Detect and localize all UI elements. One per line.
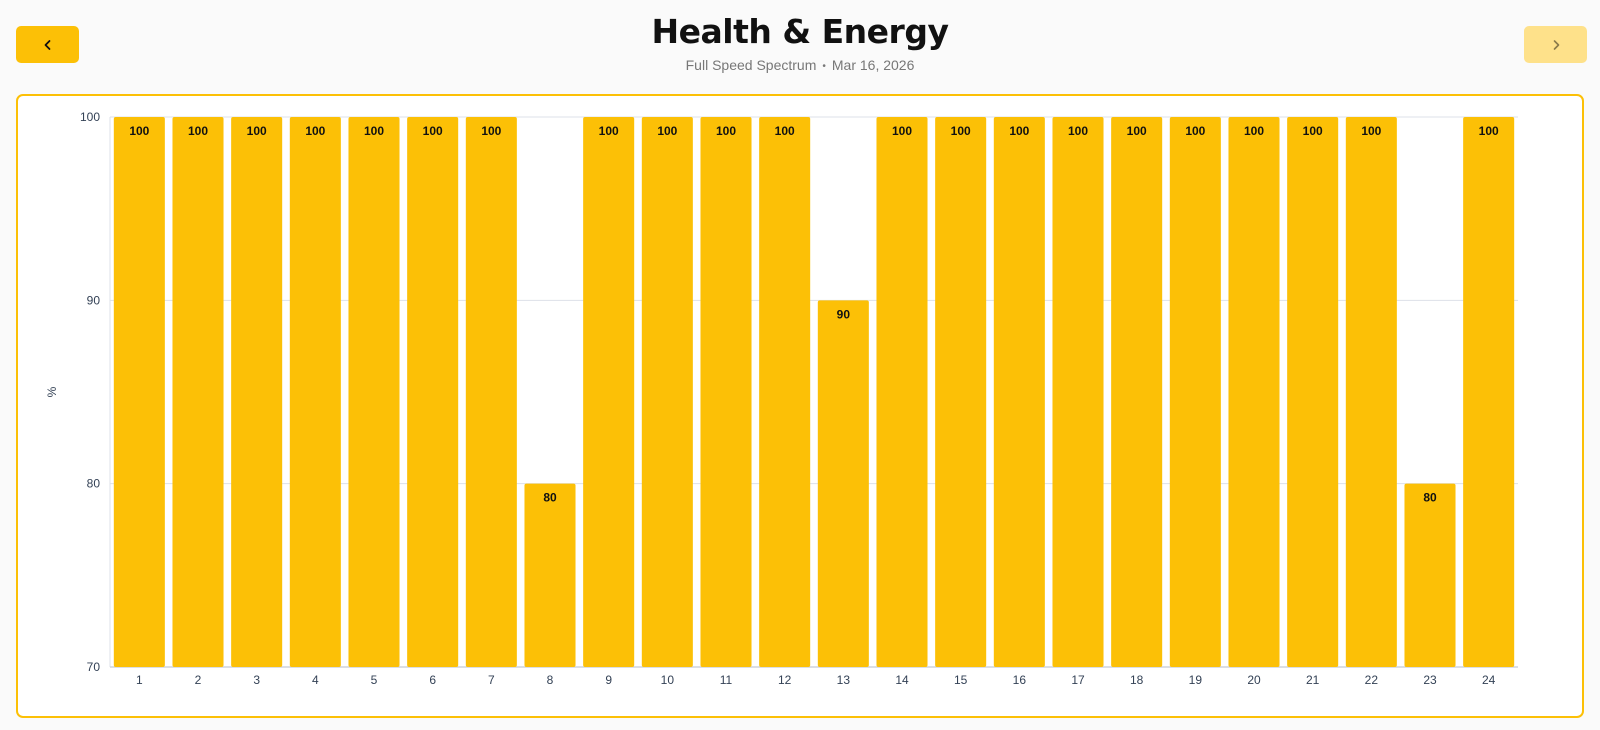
bar-value-label: 100	[951, 124, 971, 138]
x-tick-label: 21	[1306, 673, 1320, 687]
x-tick-label: 22	[1365, 673, 1379, 687]
x-tick-label: 10	[661, 673, 675, 687]
next-button[interactable]	[1524, 26, 1587, 63]
bar-value-label: 100	[892, 124, 912, 138]
bar	[231, 117, 283, 667]
bar-value-label: 80	[1423, 491, 1437, 505]
bar-value-label: 100	[481, 124, 501, 138]
x-tick-label: 1	[136, 673, 143, 687]
bar-value-label: 100	[775, 124, 795, 138]
bar	[113, 117, 165, 667]
x-tick-label: 17	[1071, 673, 1085, 687]
subtitle-spectrum: Full Speed Spectrum	[685, 57, 817, 73]
y-axis-label: %	[45, 386, 59, 397]
bar	[1169, 117, 1221, 667]
bar-value-label: 100	[1068, 124, 1088, 138]
bar-value-label: 100	[188, 124, 208, 138]
bar-value-label: 100	[129, 124, 149, 138]
x-tick-label: 12	[778, 673, 792, 687]
x-tick-label: 20	[1247, 673, 1261, 687]
bar	[289, 117, 341, 667]
bar-value-label: 90	[837, 307, 851, 321]
subtitle-separator: •	[822, 61, 826, 72]
bar	[407, 117, 459, 667]
page-title: Health & Energy	[651, 12, 949, 51]
bar	[1404, 483, 1456, 667]
bar-value-label: 100	[1244, 124, 1264, 138]
bar-value-label: 100	[364, 124, 384, 138]
bar-value-label: 100	[1361, 124, 1381, 138]
x-tick-label: 11	[720, 673, 733, 687]
bar	[1228, 117, 1280, 667]
bar	[1345, 117, 1397, 667]
bar-value-label: 100	[1479, 124, 1499, 138]
bar	[172, 117, 224, 667]
chart-card: 70 80 90 100% 100 1 100 2 100 3 100 4 100 5 100 6 100 7 80…	[16, 94, 1584, 718]
bar-value-label: 100	[305, 124, 325, 138]
y-tick-label: 100	[80, 110, 100, 124]
bar	[935, 117, 987, 667]
x-tick-label: 14	[895, 673, 909, 687]
y-tick-label: 70	[87, 660, 101, 674]
bar-value-label: 100	[599, 124, 619, 138]
bar-value-label: 100	[657, 124, 677, 138]
x-tick-label: 3	[253, 673, 260, 687]
bar	[1052, 117, 1104, 667]
bar-value-label: 80	[543, 491, 557, 505]
bar	[583, 117, 635, 667]
bar	[700, 117, 752, 667]
x-tick-label: 8	[547, 673, 554, 687]
x-tick-label: 15	[954, 673, 968, 687]
bar	[524, 483, 576, 667]
bar-value-label: 100	[1185, 124, 1205, 138]
page-subtitle: Full Speed Spectrum • Mar 16, 2026	[0, 57, 1600, 73]
x-tick-label: 13	[837, 673, 851, 687]
bar	[1287, 117, 1339, 667]
x-tick-label: 18	[1130, 673, 1144, 687]
chevron-left-icon	[44, 39, 50, 50]
bar	[759, 117, 811, 667]
x-tick-label: 6	[429, 673, 436, 687]
subtitle-date: Mar 16, 2026	[831, 57, 915, 73]
bar-value-label: 100	[423, 124, 443, 138]
bar	[641, 117, 693, 667]
bar-value-label: 100	[716, 124, 736, 138]
bar	[1111, 117, 1163, 667]
x-tick-label: 19	[1189, 673, 1203, 687]
x-tick-label: 2	[195, 673, 202, 687]
x-tick-label: 7	[488, 673, 495, 687]
x-tick-label: 16	[1013, 673, 1027, 687]
bar-value-label: 100	[247, 124, 267, 138]
x-tick-label: 23	[1423, 673, 1437, 687]
y-tick-label: 90	[87, 293, 101, 307]
bar-value-label: 100	[1127, 124, 1147, 138]
bar	[465, 117, 517, 667]
bar	[817, 300, 869, 667]
bar	[993, 117, 1045, 667]
x-tick-label: 9	[605, 673, 612, 687]
chevron-right-icon	[1553, 39, 1559, 50]
x-tick-label: 4	[312, 673, 319, 687]
y-tick-label: 80	[87, 477, 101, 491]
bar	[1463, 117, 1515, 667]
bar	[348, 117, 400, 667]
x-tick-label: 5	[371, 673, 378, 687]
bar-value-label: 100	[1009, 124, 1029, 138]
x-tick-label: 24	[1482, 673, 1496, 687]
bar-chart: 70 80 90 100% 100 1 100 2 100 3 100 4 100 5 100 6 100 7 80…	[45, 110, 1518, 687]
bar	[876, 117, 928, 667]
bar-value-label: 100	[1303, 124, 1323, 138]
previous-button[interactable]	[16, 26, 79, 63]
